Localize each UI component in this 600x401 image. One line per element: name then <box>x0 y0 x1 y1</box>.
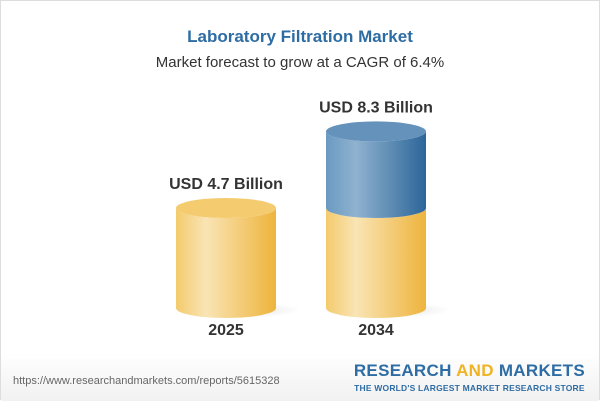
logo-word: AND <box>456 361 494 380</box>
chart-title: Laboratory Filtration Market <box>187 27 413 46</box>
cylinder-growth-2034-body <box>326 131 426 218</box>
logo-tagline: THE WORLD'S LARGEST MARKET RESEARCH STOR… <box>354 383 585 393</box>
value-label: USD 8.3 Billion <box>319 99 433 116</box>
cylinder-growth-2034-top <box>326 121 426 142</box>
logo-word: RESEARCH <box>353 361 452 380</box>
research-and-markets-logo[interactable]: RESEARCH AND MARKETS THE WORLD'S LARGEST… <box>354 361 585 393</box>
cylinder-chart: USD 4.7 Billion 2025 USD 8.3 Billion 2034 <box>169 99 451 339</box>
year-label: 2025 <box>208 322 244 339</box>
year-label: 2034 <box>358 322 394 339</box>
footer <box>1 353 599 401</box>
logo-word: MARKETS <box>498 361 585 380</box>
chart-subtitle: Market forecast to grow at a CAGR of 6.4… <box>155 54 445 71</box>
value-label: USD 4.7 Billion <box>169 176 283 193</box>
cylinder-2025-top <box>176 198 276 218</box>
report-url[interactable]: https://www.researchandmarkets.com/repor… <box>13 375 280 387</box>
cylinder-2025-body <box>176 208 276 318</box>
cylinder-base-2034-body <box>326 208 426 318</box>
